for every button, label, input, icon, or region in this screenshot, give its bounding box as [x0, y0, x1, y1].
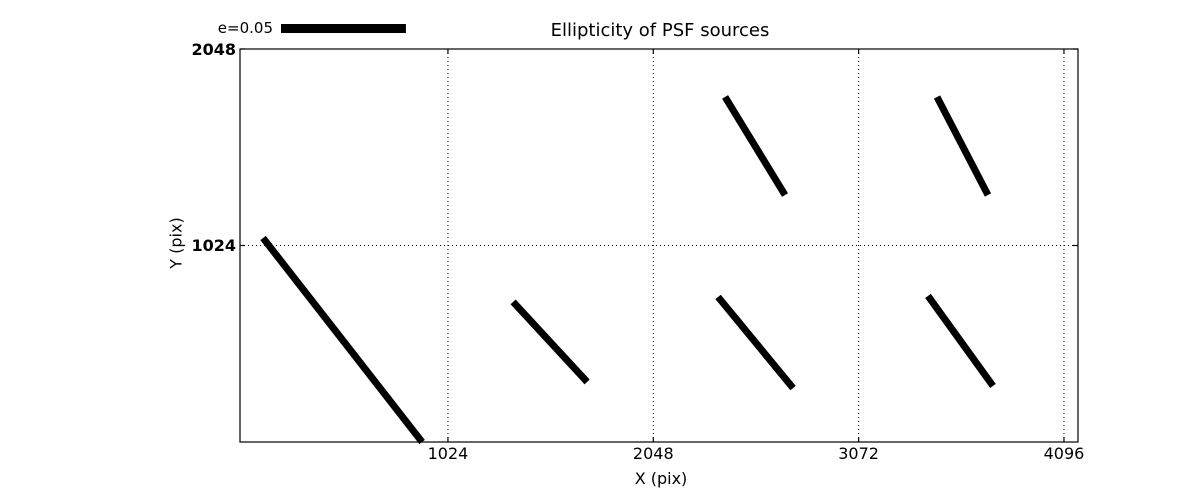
legend-label: e=0.05	[217, 19, 273, 37]
psf-whisker	[715, 294, 796, 391]
legend-reference-bar	[281, 24, 406, 33]
psf-whisker	[510, 299, 590, 385]
chart-title: Ellipticity of PSF sources	[550, 20, 770, 41]
x-tick-label: 1024	[427, 444, 469, 463]
y-tick-label: 1024	[191, 236, 236, 255]
psf-whisker	[933, 95, 992, 197]
psf-whisker	[260, 235, 425, 445]
x-tick-label: 4096	[1043, 444, 1085, 463]
y-axis-label: Y (pix)	[166, 217, 186, 269]
x-tick-label: 3072	[838, 444, 879, 463]
psf-whisker	[925, 293, 996, 389]
x-axis-label: X (pix)	[634, 469, 688, 488]
psf-whisker	[722, 95, 789, 197]
y-tick-label: 2048	[191, 39, 236, 59]
x-tick-label: 2048	[632, 444, 674, 463]
